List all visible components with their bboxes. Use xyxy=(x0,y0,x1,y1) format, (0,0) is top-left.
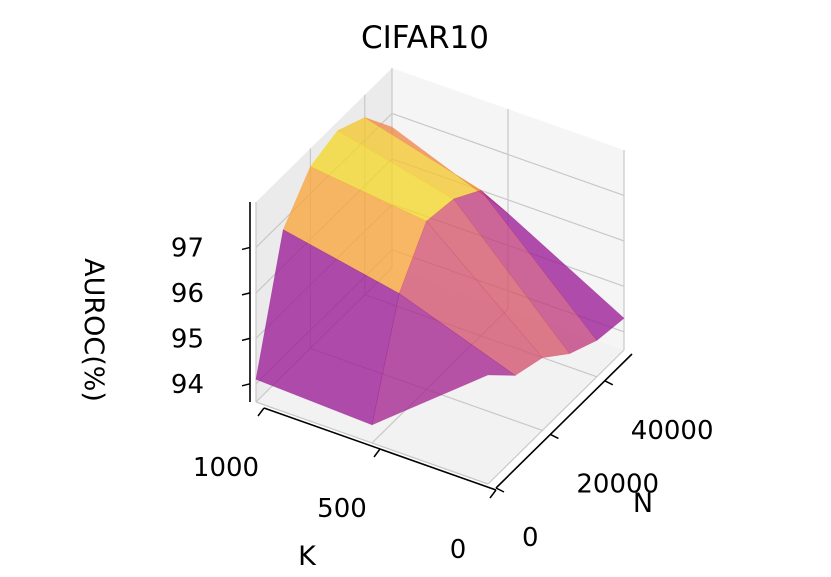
k-tick-mark xyxy=(373,448,381,458)
z-tick-label: 95 xyxy=(171,324,204,354)
y-axis-label: N xyxy=(633,488,653,519)
n-tick-label: 20000 xyxy=(576,469,659,499)
n-axis-line xyxy=(495,353,633,489)
z-tick-mark xyxy=(241,292,251,296)
z-tick-mark xyxy=(241,383,251,387)
tick-labels: 1000 500 0 0 20000 40000 94 95 96 97 xyxy=(171,233,714,565)
k-tick-label: 0 xyxy=(450,535,467,565)
grid-line-k-floor xyxy=(487,349,625,485)
grid-line-z-right xyxy=(391,112,625,197)
n-tick-mark xyxy=(550,433,559,440)
z-tick-label: 97 xyxy=(171,233,204,263)
grid-line-n-floor xyxy=(255,401,489,485)
n-tick-label: 40000 xyxy=(631,416,714,446)
surface-facet xyxy=(371,292,517,426)
z-tick-mark xyxy=(241,246,251,251)
n-tick-label: 0 xyxy=(522,523,539,553)
z-axis-label: AUROC(%) xyxy=(78,258,109,402)
x-axis-label: K xyxy=(298,541,317,572)
n-tick-mark xyxy=(604,380,614,386)
z-tick-mark xyxy=(241,337,251,342)
k-tick-mark xyxy=(489,489,497,499)
k-tick-mark xyxy=(257,407,265,417)
k-tick-label: 500 xyxy=(317,494,367,524)
chart-title: CIFAR10 xyxy=(361,20,489,56)
n-tick-mark xyxy=(495,487,505,493)
z-tick-label: 94 xyxy=(171,370,204,400)
z-tick-label: 96 xyxy=(171,279,204,309)
k-tick-label: 1000 xyxy=(193,453,259,483)
surface xyxy=(255,117,625,426)
